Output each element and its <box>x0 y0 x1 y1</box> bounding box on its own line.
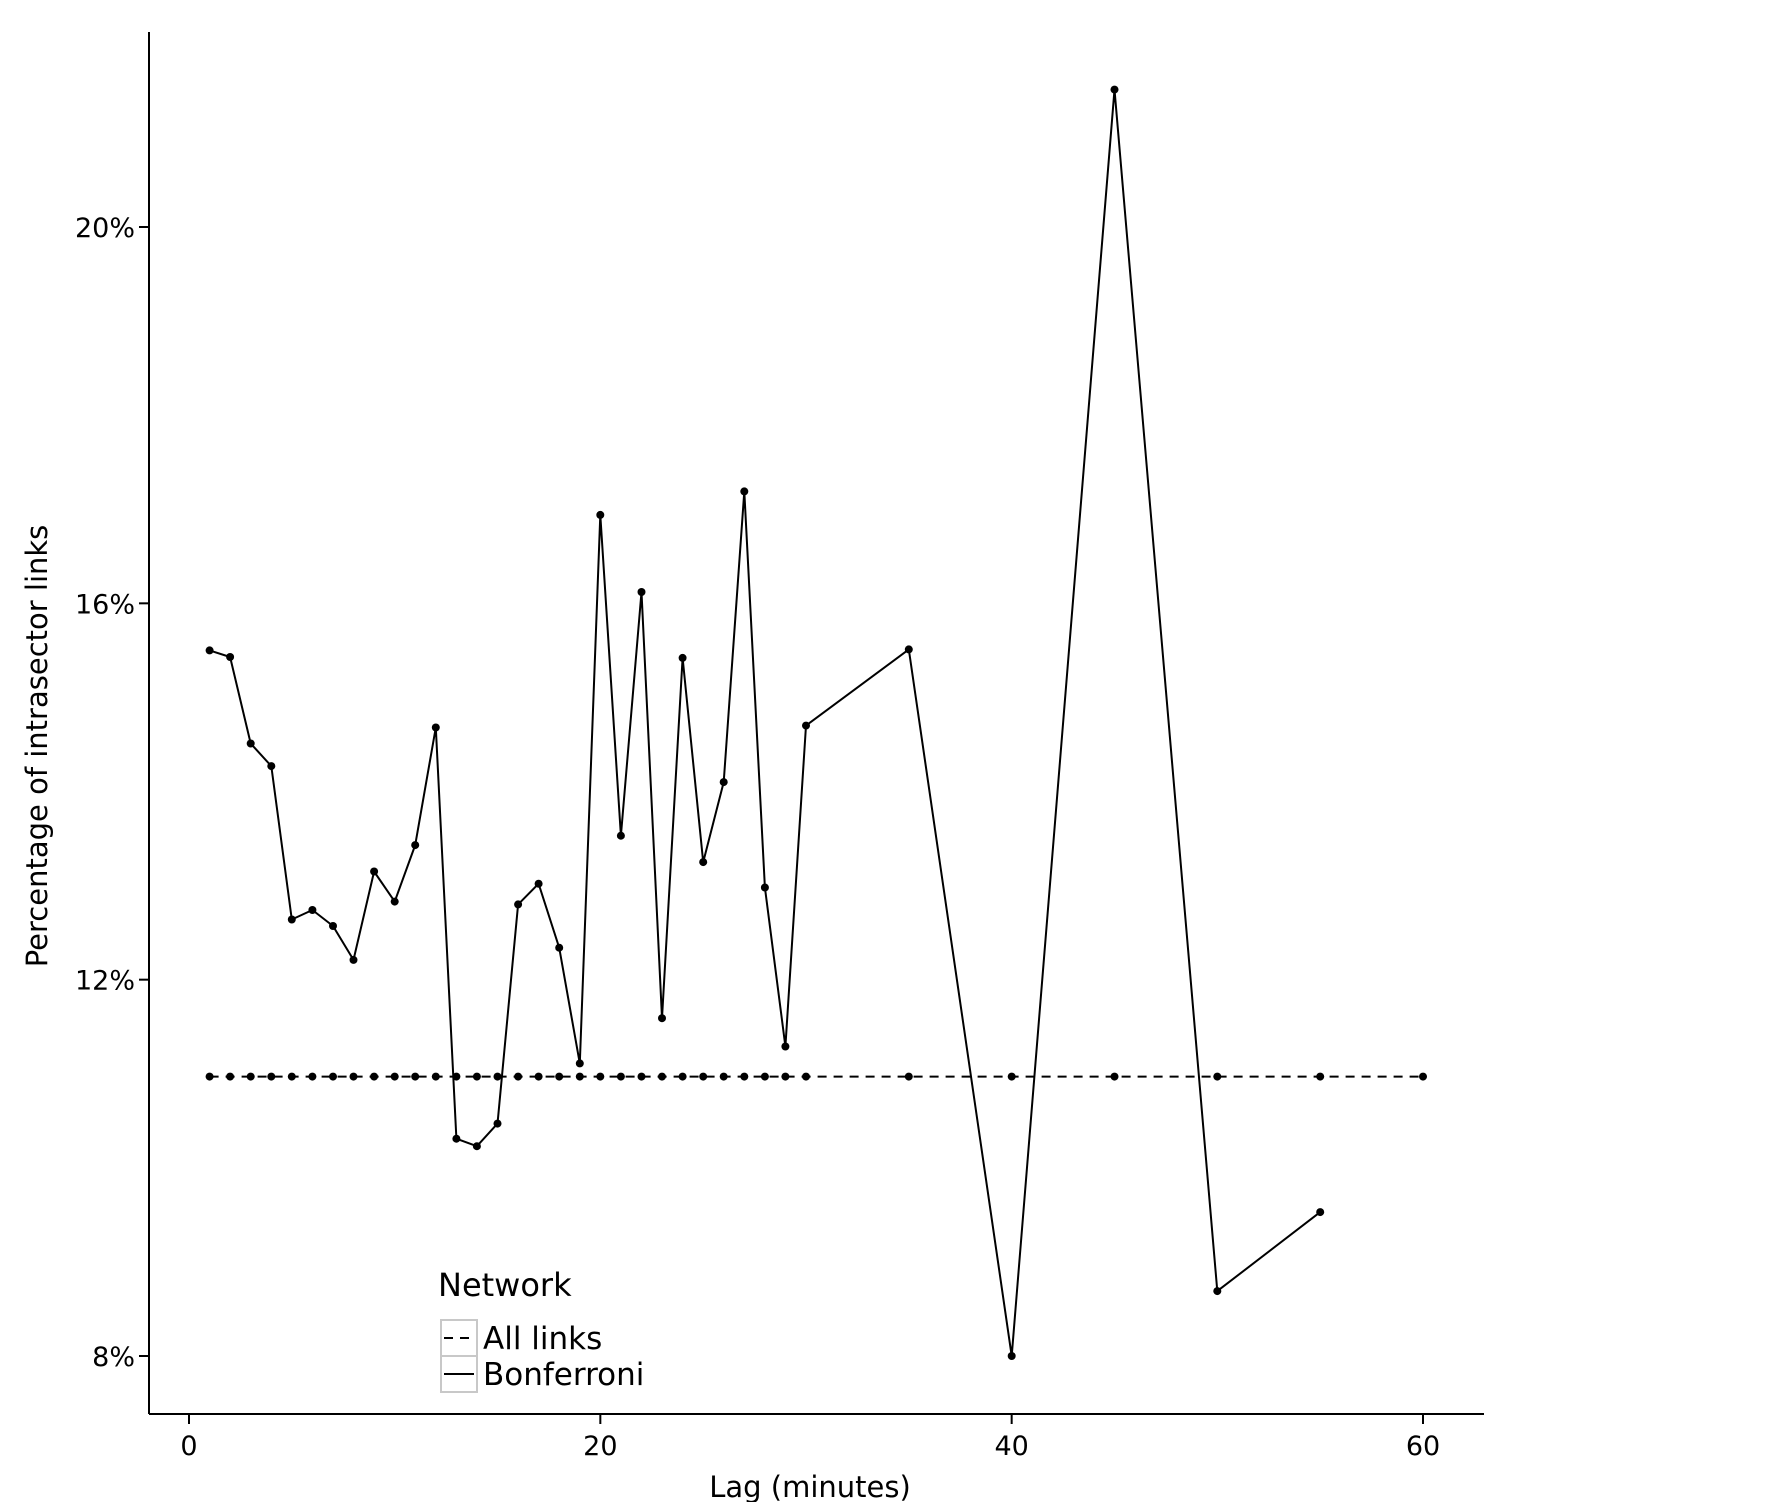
y-tick-label: 8% <box>92 1342 135 1373</box>
data-point <box>246 739 255 748</box>
data-point <box>637 588 646 596</box>
y-axis-ticks: 8% 12% 16% 20% <box>75 213 149 1373</box>
data-point <box>349 955 358 964</box>
data-point <box>1316 1208 1325 1217</box>
data-point <box>904 645 913 654</box>
data-point <box>596 510 605 519</box>
data-point <box>740 1072 749 1081</box>
data-point <box>514 1072 523 1081</box>
x-tick-label: 20 <box>583 1431 617 1462</box>
series-all-links <box>205 1072 1427 1081</box>
data-point <box>308 906 317 914</box>
x-axis-ticks: 0 20 40 60 <box>180 1414 1440 1462</box>
data-point <box>802 1072 810 1081</box>
data-point <box>1110 85 1119 94</box>
data-point <box>267 1072 276 1081</box>
series-bonferroni <box>205 85 1325 1360</box>
data-point <box>658 1072 666 1081</box>
data-point <box>781 1042 790 1051</box>
x-tick-label: 0 <box>180 1431 197 1462</box>
series <box>205 85 1427 1360</box>
data-point <box>1213 1287 1222 1296</box>
data-point <box>431 1072 440 1081</box>
axes: 0 20 40 60 8% 12% 16% 20% <box>75 32 1484 1462</box>
data-point <box>575 1059 584 1068</box>
series-line <box>209 88 1321 1357</box>
data-point <box>781 1072 790 1081</box>
data-point <box>205 1072 214 1081</box>
data-point <box>514 900 523 909</box>
data-point <box>287 915 296 924</box>
data-point <box>740 487 749 496</box>
data-point <box>472 1072 481 1081</box>
data-point <box>534 1072 543 1081</box>
data-point <box>699 1072 708 1081</box>
data-point <box>658 1014 666 1023</box>
data-point <box>329 922 337 930</box>
data-point <box>719 1072 728 1081</box>
data-point <box>452 1134 461 1143</box>
y-tick-label: 20% <box>75 213 135 244</box>
data-point <box>390 1072 399 1081</box>
data-point <box>226 653 235 661</box>
legend-title: Network <box>438 1266 572 1304</box>
data-point <box>678 1072 687 1081</box>
data-point <box>760 883 769 892</box>
data-point <box>493 1072 502 1081</box>
data-point <box>431 723 440 732</box>
data-point <box>390 897 399 906</box>
data-point <box>802 721 810 730</box>
data-point <box>472 1142 481 1151</box>
data-point <box>575 1072 584 1081</box>
data-point <box>370 1072 379 1081</box>
data-point <box>637 1072 646 1081</box>
data-point <box>534 879 543 888</box>
data-point <box>226 1072 235 1081</box>
legend-label: All links <box>483 1321 602 1357</box>
data-point <box>370 867 379 876</box>
data-point <box>205 646 214 655</box>
data-point <box>904 1072 913 1081</box>
data-point <box>493 1119 502 1128</box>
data-point <box>616 831 625 840</box>
data-point <box>308 1072 317 1081</box>
y-tick-label: 12% <box>75 966 135 997</box>
legend-key-box <box>440 1319 478 1357</box>
data-point <box>411 841 420 850</box>
data-point <box>267 762 276 771</box>
data-point <box>616 1072 625 1081</box>
data-point <box>1213 1072 1222 1081</box>
data-point <box>1316 1072 1325 1081</box>
data-point <box>699 858 708 867</box>
y-tick-label: 16% <box>75 589 135 620</box>
y-axis-title: Percentage of intrasector links <box>20 525 54 968</box>
data-point <box>329 1072 337 1081</box>
data-point <box>1110 1072 1119 1081</box>
data-point <box>555 1072 564 1081</box>
data-point <box>719 778 728 787</box>
data-point <box>246 1072 255 1081</box>
data-point <box>555 943 564 952</box>
legend-label: Bonferroni <box>483 1357 644 1393</box>
x-axis-title: Lag (minutes) <box>709 1470 911 1502</box>
x-tick-label: 40 <box>994 1431 1028 1462</box>
data-point <box>1419 1072 1427 1081</box>
data-point <box>1007 1352 1016 1360</box>
x-tick-label: 60 <box>1406 1431 1440 1462</box>
data-point <box>596 1072 605 1081</box>
data-point <box>349 1072 358 1081</box>
data-point <box>411 1072 420 1081</box>
data-point <box>1007 1072 1016 1081</box>
data-point <box>452 1072 461 1081</box>
data-point <box>678 653 687 662</box>
data-point <box>287 1072 296 1081</box>
data-point <box>760 1072 769 1081</box>
